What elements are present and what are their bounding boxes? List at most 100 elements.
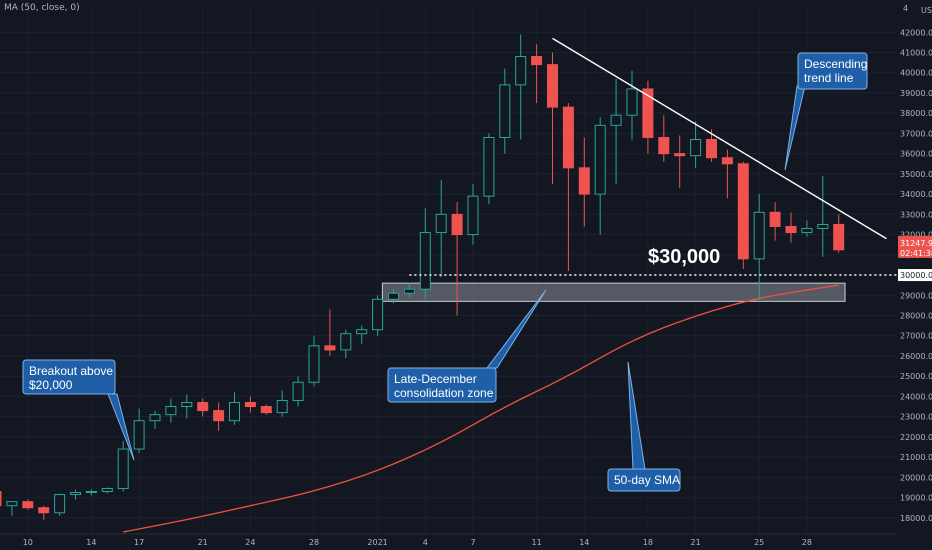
candle-up [292,381,304,401]
price-tick-label: 41000.00 [900,49,932,58]
level-tag [898,269,932,282]
trendline-callout-pointer [784,85,806,171]
candle-up [419,232,431,290]
candle-down [197,402,209,412]
price-tick-label: 26000.00 [900,352,932,361]
level-label: 30000.00 [900,271,932,280]
candle-down [324,345,336,351]
price-tick-label: 20000.00 [900,473,932,482]
candle-down [260,406,272,414]
consolidation-zone [381,282,846,302]
consolidation-zone-rect [381,282,846,302]
candle-down [833,223,845,251]
candle-up [101,487,113,493]
time-tick-label: 25 [754,538,764,547]
candle-down [769,211,781,227]
candle-up [165,406,177,416]
candle-down [721,157,733,165]
axis-badge: 4 [903,4,908,13]
time-tick-label: 24 [245,538,255,547]
candle-up [117,448,129,489]
candle-down [244,402,256,408]
candle-down [706,139,717,159]
price-tick-label: 27000.00 [900,332,932,341]
candle-up [54,494,66,514]
price-tick-label: 28000.00 [900,312,932,321]
price-tick-label: 18000.00 [900,514,932,523]
price-tick-label: 35000.00 [900,170,932,179]
candle-up [149,414,161,422]
time-tick-label: 17 [134,538,144,547]
breakout-callout: Breakout above$20,000 [22,359,135,461]
sma-callout-pointer [627,361,646,470]
candle-down [642,88,654,138]
descending-trend-line [552,37,887,240]
price-tick-label: 32000.00 [900,231,932,240]
candle-up [515,56,527,86]
price-tick-label: 37000.00 [900,129,932,138]
last-price-tag [898,235,932,258]
candle-up [594,124,606,195]
candle-up [388,292,399,300]
breakout-callout-text: Breakout above [29,364,113,378]
candle-up [308,345,320,383]
indicator-label[interactable]: MA (50, close, 0) [4,3,80,13]
grid-lines [0,8,897,534]
price-tick-label: 24000.00 [900,392,932,401]
candle-up [690,139,702,157]
time-tick-label: 4 [423,538,428,547]
candle-up [372,298,384,331]
price-tick-label: 21000.00 [900,453,932,462]
candle-down [658,136,670,155]
price-tick-label: 33000.00 [900,210,932,219]
price-tick-label: 22000.00 [900,433,932,442]
last-price-label: 31247.94 [900,239,932,248]
candle-up [610,114,622,126]
candlestick-series [0,34,845,520]
time-tick-label: 11 [532,538,542,547]
sma-50-path [123,284,839,533]
candle-up [435,213,447,234]
price-tick-label: 29000.00 [900,291,932,300]
price-tick-label: 38000.00 [900,109,932,118]
trendline-callout-text: trend line [804,71,854,85]
currency-label: USD [921,6,932,15]
price-tick-label: 19000.00 [900,494,932,503]
countdown-label: 02:41:38 [900,249,932,258]
candle-up [70,492,81,496]
candle-down [674,153,686,157]
price-tick-label: 36000.00 [900,150,932,159]
sma-callout: 50-day SMA [607,361,681,492]
time-tick-label: 14 [86,538,96,547]
candle-up [340,333,352,351]
sma-callout-text: 50-day SMA [614,473,680,487]
candle-up [499,84,511,138]
candle-up [403,288,415,294]
time-tick-label: 2021 [367,538,387,547]
candle-down [562,106,574,169]
candle-down [578,167,590,195]
candle-down [22,501,34,509]
time-tick-label: 7 [470,538,475,547]
time-tick-label: 14 [579,538,589,547]
candle-up [133,420,145,450]
breakout-callout-text: $20,000 [29,378,73,392]
price-tick-label: 23000.00 [900,413,932,422]
time-tick-label: 18 [643,538,653,547]
price-note-30000: $30,000 [648,246,720,268]
price-axis[interactable]: 18000.00 19000.00 20000.00 21000.00 22000.00… [897,0,932,550]
candle-up [753,211,765,260]
time-axis[interactable]: 10 14 17 21 24 28 2021 4 7 11 14 18 21 25 28 [0,533,932,550]
candle-up [801,228,813,234]
price-tick-label: 25000.00 [900,372,932,381]
time-tick-label: 21 [691,538,701,547]
candle-down [531,56,543,66]
candle-up [467,195,479,236]
candle-down [547,64,558,108]
candle-down [785,225,797,234]
breakout-callout-box [22,359,116,395]
candle-down [737,163,749,260]
